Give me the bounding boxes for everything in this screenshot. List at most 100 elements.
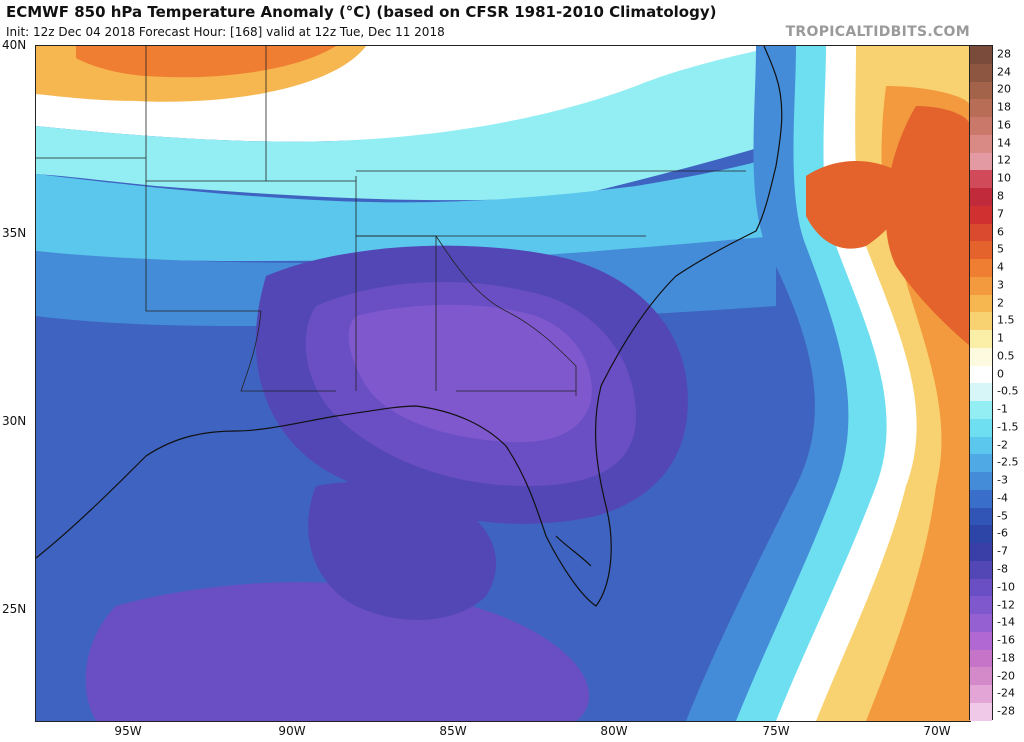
colorbar-swatch [970,294,992,313]
colorbar-label: 18 [997,100,1011,114]
lon-label-95w: 95W [114,724,142,738]
colorbar-swatch [970,330,992,348]
colorbar-swatch [970,472,992,490]
colorbar-label: 0 [997,367,1004,381]
colorbar-swatch [970,489,992,508]
field-cyan-band [36,46,796,201]
colorbar-label: -1.5 [997,420,1019,434]
colorbar-swatch [970,99,992,117]
colorbar-swatch [970,312,992,330]
colorbar-swatch [970,259,992,277]
colorbar-label: 3 [997,278,1004,292]
lon-label-75w: 75W [762,724,790,738]
colorbar-swatch [970,614,992,632]
map-subtitle: Init: 12z Dec 04 2018 Forecast Hour: [16… [6,25,445,39]
colorbar-label: -1 [997,402,1008,416]
colorbar-swatch [970,631,992,650]
state-borders [36,46,746,396]
lon-label-70w: 70W [923,724,951,738]
colorbar-label: -20 [997,669,1015,683]
colorbar-swatch [970,170,992,188]
colorbar-swatch [970,649,992,668]
colorbar-label: -3 [997,473,1008,487]
colorbar-label: -12 [997,598,1015,612]
field-atlantic-red [885,106,970,346]
colorbar-swatch [970,596,992,614]
colorbar-label: 0.5 [997,349,1015,363]
lon-label-90w: 90W [278,724,306,738]
lon-label-85w: 85W [439,724,467,738]
colorbar-swatch [970,401,992,419]
colorbar-swatch [970,241,992,259]
colorbar-label: -2 [997,438,1008,452]
colorbar-label: 5 [997,242,1004,256]
colorbar-swatch [970,418,992,437]
anomaly-field [36,46,970,721]
colorbar-swatch [970,134,992,153]
colorbar-swatch [970,578,992,597]
colorbar-label: -18 [997,651,1015,665]
colorbar-swatch [970,507,992,526]
colorbar-label: -2.5 [997,455,1019,469]
field-atlantic-red-2 [806,161,909,249]
lat-label-40n: 40N [2,38,27,52]
field-purple-gulf [308,482,496,620]
colorbar-swatch [970,436,992,455]
colorbar-swatch [970,63,992,82]
colorbar-label: -16 [997,633,1015,647]
colorbar-swatch [970,117,992,135]
colorbar-label: 24 [997,65,1011,79]
colorbar-swatch [970,543,992,561]
coastlines [36,46,783,607]
colorbar-swatch [970,383,992,401]
colorbar-swatch [970,223,992,242]
colorbar [969,45,993,721]
colorbar-label: 2 [997,296,1004,310]
colorbar-swatch [970,152,992,171]
colorbar-swatch [970,188,992,206]
map-title: ECMWF 850 hPa Temperature Anomaly (°C) (… [6,3,717,21]
brand-watermark: TROPICALTIDBITS.COM [785,24,970,40]
colorbar-swatch [970,81,992,100]
colorbar-swatch [970,205,992,224]
lat-label-25n: 25N [2,602,27,616]
colorbar-label: -28 [997,704,1015,718]
anomaly-map [35,45,971,722]
colorbar-label: 14 [997,136,1011,150]
colorbar-swatch [970,276,992,295]
colorbar-label: -0.5 [997,384,1019,398]
colorbar-label: 1.5 [997,313,1015,327]
lon-label-80w: 80W [600,724,628,738]
colorbar-label: 6 [997,225,1004,238]
colorbar-label: -5 [997,509,1008,523]
colorbar-label: -6 [997,526,1008,540]
colorbar-label: 12 [997,153,1011,167]
colorbar-label: 8 [997,189,1004,203]
colorbar-labels: 28 24 20 18 16 14 12 10 8 7 6 5 4 3 2 1.5 1 0.5 0 -0.5 -1 -1.… [997,45,1024,720]
colorbar-label: -10 [997,580,1015,594]
field-purple-south [85,582,590,721]
colorbar-label: 16 [997,118,1011,132]
lat-label-35n: 35N [2,226,27,240]
lat-label-30n: 30N [2,414,27,428]
colorbar-label: -7 [997,544,1008,558]
colorbar-label: 28 [997,47,1011,61]
colorbar-swatch [970,347,992,366]
field-purple-core [348,304,592,443]
colorbar-label: -8 [997,562,1008,576]
colorbar-label: 1 [997,331,1004,345]
colorbar-swatch [970,46,992,64]
field-blue-band [36,156,776,261]
colorbar-swatch [970,525,992,543]
colorbar-swatch [970,685,992,703]
colorbar-swatch [970,560,992,579]
colorbar-label: 4 [997,260,1004,274]
colorbar-swatch [970,365,992,384]
field-warmer-north [76,46,336,78]
colorbar-swatch [970,667,992,685]
colorbar-label: -24 [997,686,1015,700]
colorbar-label: 10 [997,171,1011,185]
colorbar-label: 7 [997,207,1004,221]
colorbar-label: -4 [997,491,1008,505]
colorbar-label: 20 [997,82,1011,96]
